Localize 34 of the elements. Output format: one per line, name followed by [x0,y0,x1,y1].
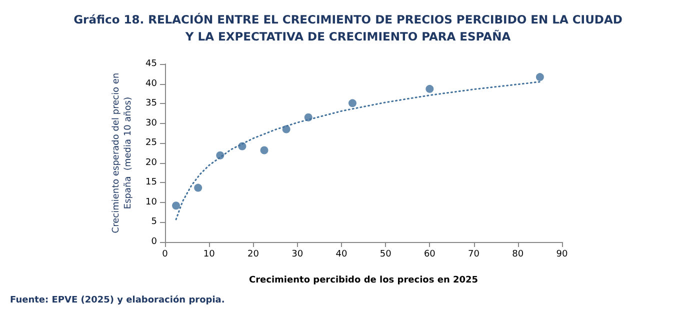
point [348,99,356,108]
y-tick-label: 40 [146,78,158,89]
x-tick-label: 50 [380,250,392,260]
x-tick-label: 80 [512,250,524,260]
point [238,142,246,150]
x-tick-label: 30 [292,250,304,260]
y-tick-label: 35 [146,98,157,109]
x-tick-label: 60 [424,250,436,260]
point [426,84,434,93]
y-tick-label: 10 [146,197,158,208]
y-tick-label: 25 [146,138,157,148]
x-tick-label: 0 [162,250,168,260]
source-note: Fuente: EPVE (2025) y elaboración propia. [10,294,225,306]
point [194,184,202,192]
y-axis-title: Crecimiento esperado del precio en España (media 10 años) [112,72,134,234]
y-tick-label: 5 [151,217,157,228]
x-tick-label: 20 [247,250,260,260]
x-tick-label: 90 [556,250,568,260]
y-tick-label: 30 [146,118,158,128]
y-tick-label: 15 [146,178,157,188]
x-tick-label: 40 [336,250,348,260]
point [282,125,290,134]
y-tick-label: 45 [146,59,157,69]
point [216,151,224,160]
x-tick-label: 70 [468,250,480,260]
point [260,146,268,154]
point [304,113,312,122]
y-tick-label: 0 [151,237,158,247]
point [536,73,544,82]
chart-title: Gráfico 18. RELACIÓN ENTRE EL CRECIMIENTO DE PRECIOS PERCIBIDO EN LA CIUDAD Y LA EXPECTATIVA DE CRECIMIENTO PARA ESPAÑA [74,12,622,44]
y-tick-label: 20 [146,158,158,168]
x-tick-label: 10 [203,250,216,260]
point [172,202,180,210]
x-axis-title: Crecimiento percibido de los precios en 2025 [248,276,478,286]
